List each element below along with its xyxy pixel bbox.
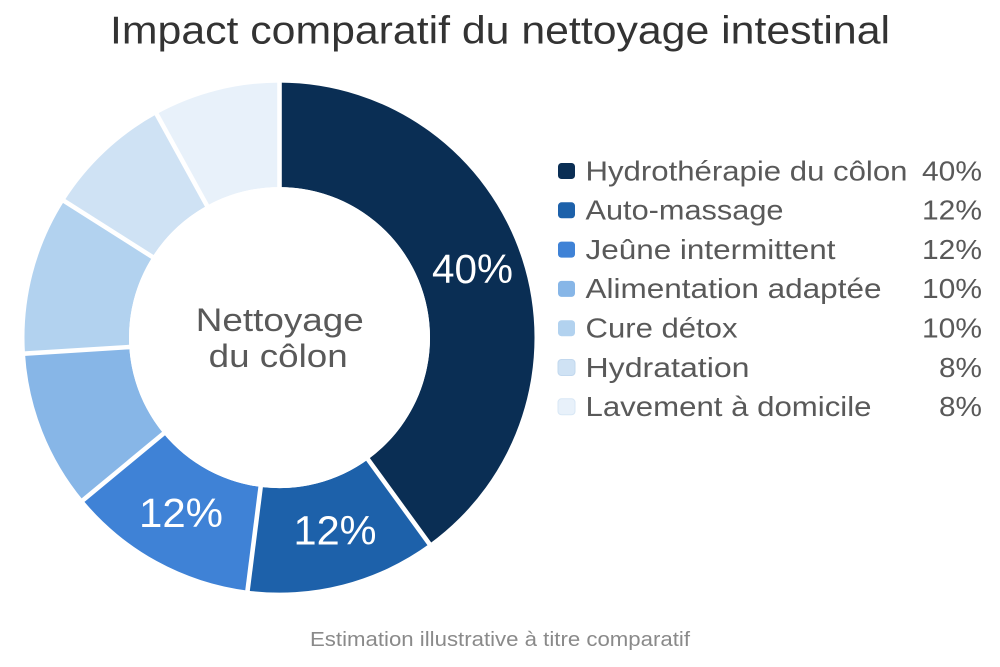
svg-text:8%: 8%: [939, 352, 982, 383]
svg-text:12%: 12%: [922, 195, 982, 226]
svg-text:Jeûne intermittent: Jeûne intermittent: [586, 234, 836, 265]
svg-text:12%: 12%: [139, 490, 223, 536]
svg-text:Auto-massage: Auto-massage: [586, 195, 784, 226]
svg-text:Hydrothérapie du côlon: Hydrothérapie du côlon: [586, 155, 908, 186]
svg-text:10%: 10%: [922, 273, 982, 304]
svg-text:Cure détox: Cure détox: [586, 313, 738, 344]
svg-text:Estimation illustrative à titr: Estimation illustrative à titre comparat…: [310, 629, 690, 651]
svg-text:12%: 12%: [294, 508, 377, 554]
svg-text:Lavement à domicile: Lavement à domicile: [586, 391, 872, 422]
svg-text:40%: 40%: [922, 155, 982, 186]
svg-text:du côlon: du côlon: [209, 338, 348, 374]
svg-text:Alimentation adaptée: Alimentation adaptée: [586, 273, 882, 304]
svg-text:40%: 40%: [432, 246, 513, 292]
svg-text:8%: 8%: [939, 391, 982, 422]
svg-text:10%: 10%: [922, 313, 982, 344]
svg-text:12%: 12%: [922, 234, 982, 265]
svg-text:Nettoyage: Nettoyage: [196, 302, 364, 338]
svg-text:Impact comparatif du nettoyage: Impact comparatif du nettoyage intestina…: [110, 10, 890, 53]
svg-text:Hydratation: Hydratation: [586, 352, 750, 383]
